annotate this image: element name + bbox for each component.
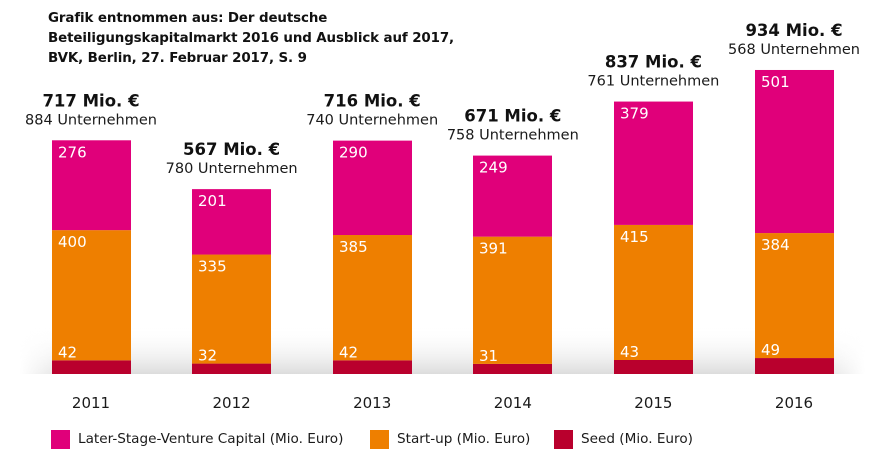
company-count-label: 740 Unternehmen bbox=[306, 113, 438, 129]
bar-segment-startup bbox=[52, 230, 131, 361]
value-label-seed: 32 bbox=[198, 347, 217, 365]
bar-group-2016 bbox=[755, 69, 834, 374]
bar-segment-seed bbox=[192, 363, 271, 374]
total-amount-label: 837 Mio. € bbox=[605, 53, 702, 72]
legend-swatch bbox=[554, 429, 573, 449]
bar-segment-seed bbox=[333, 360, 412, 374]
value-label-seed: 49 bbox=[761, 341, 780, 359]
value-label-later_stage: 290 bbox=[339, 144, 368, 162]
bar-segment-seed bbox=[755, 358, 834, 374]
x-tick-label: 2016 bbox=[775, 394, 813, 412]
bar-group-2014 bbox=[473, 155, 552, 374]
bar-group-2015 bbox=[614, 101, 693, 374]
value-label-startup: 391 bbox=[479, 240, 508, 258]
bar-segment-seed bbox=[52, 360, 131, 374]
bar-segment-seed bbox=[473, 363, 552, 374]
x-tick-label: 2011 bbox=[72, 394, 110, 412]
company-count-label: 884 Unternehmen bbox=[25, 112, 157, 128]
value-label-startup: 385 bbox=[339, 238, 368, 256]
source-note-line: Grafik entnommen aus: Der deutsche bbox=[48, 11, 328, 26]
bar-segment-later_stage bbox=[755, 69, 834, 234]
bar-segment-startup bbox=[614, 224, 693, 360]
legend-label: Start-up (Mio. Euro) bbox=[397, 431, 531, 447]
x-tick-label: 2012 bbox=[213, 394, 251, 412]
value-label-startup: 400 bbox=[58, 233, 87, 251]
source-note-line: Beteiligungskapitalmarkt 2016 und Ausbli… bbox=[48, 31, 455, 46]
company-count-label: 780 Unternehmen bbox=[166, 161, 298, 177]
bar-segment-later_stage bbox=[473, 155, 552, 237]
bar-group-2012 bbox=[192, 189, 271, 374]
bar-group-2011 bbox=[52, 140, 131, 374]
bar-segment-later_stage bbox=[614, 101, 693, 225]
floor-shadow bbox=[20, 326, 865, 374]
value-label-later_stage: 201 bbox=[198, 192, 227, 210]
company-count-label: 758 Unternehmen bbox=[447, 128, 579, 144]
legend-item-startup: Start-up (Mio. Euro) bbox=[370, 429, 530, 449]
x-tick-label: 2013 bbox=[353, 394, 391, 412]
bar-segment-startup bbox=[333, 235, 412, 361]
total-amount-label: 671 Mio. € bbox=[464, 107, 561, 126]
bar-segment-seed bbox=[614, 360, 693, 374]
total-amount-label: 717 Mio. € bbox=[42, 91, 139, 110]
source-note: Grafik entnommen aus: Der deutsche Betei… bbox=[48, 9, 454, 69]
bar-segment-startup bbox=[192, 254, 271, 364]
value-label-seed: 31 bbox=[479, 347, 498, 365]
company-count-label: 568 Unternehmen bbox=[728, 42, 860, 58]
legend-label: Later-Stage-Venture Capital (Mio. Euro) bbox=[78, 431, 344, 447]
value-label-startup: 384 bbox=[761, 236, 790, 254]
legend-item-seed: Seed (Mio. Euro) bbox=[554, 429, 693, 449]
bar-segment-startup bbox=[755, 233, 834, 359]
legend-item-later_stage: Later-Stage-Venture Capital (Mio. Euro) bbox=[51, 429, 343, 449]
value-label-later_stage: 379 bbox=[620, 105, 649, 123]
value-label-seed: 42 bbox=[339, 343, 358, 361]
legend-label: Seed (Mio. Euro) bbox=[581, 431, 693, 447]
source-note-line: BVK, Berlin, 27. Februar 2017, S. 9 bbox=[48, 51, 307, 66]
value-label-seed: 43 bbox=[620, 343, 639, 361]
x-tick-label: 2015 bbox=[634, 394, 672, 412]
bar-segment-later_stage bbox=[333, 140, 412, 236]
value-label-later_stage: 276 bbox=[58, 143, 87, 161]
total-amount-label: 716 Mio. € bbox=[324, 92, 421, 111]
total-amount-label: 567 Mio. € bbox=[183, 140, 280, 159]
legend-swatch bbox=[51, 429, 70, 449]
bar-group-2013 bbox=[333, 140, 412, 374]
value-label-startup: 415 bbox=[620, 228, 649, 246]
value-label-seed: 42 bbox=[58, 343, 77, 361]
value-label-startup: 335 bbox=[198, 258, 227, 276]
value-label-later_stage: 249 bbox=[479, 159, 508, 177]
company-count-label: 761 Unternehmen bbox=[587, 74, 719, 90]
value-label-later_stage: 501 bbox=[761, 73, 790, 91]
legend-swatch bbox=[370, 429, 389, 449]
total-amount-label: 934 Mio. € bbox=[745, 21, 842, 40]
bar-segment-later_stage bbox=[192, 189, 271, 255]
x-tick-label: 2014 bbox=[494, 394, 532, 412]
bar-segment-later_stage bbox=[52, 140, 131, 231]
bar-segment-startup bbox=[473, 236, 552, 364]
